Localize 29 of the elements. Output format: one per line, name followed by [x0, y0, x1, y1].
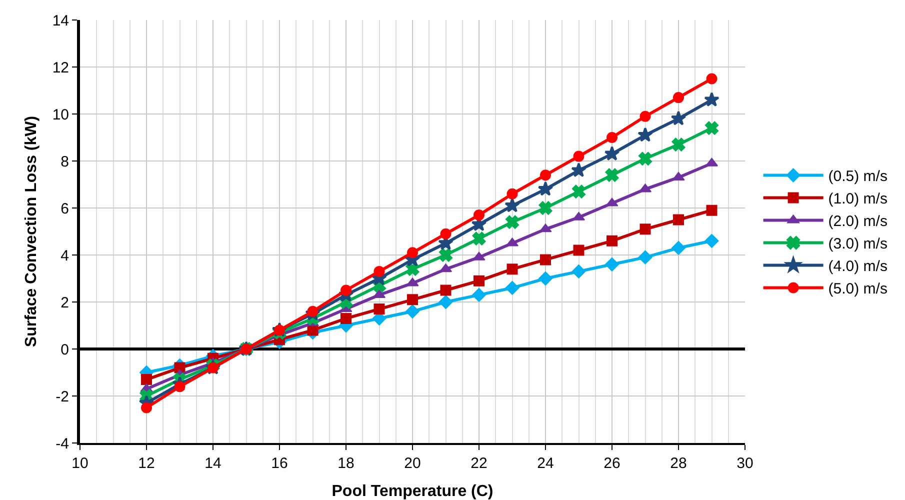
x-tick-label: 10 [72, 455, 88, 472]
x-tick-label: 28 [670, 455, 687, 472]
legend-label: (2.0) m/s [828, 213, 888, 230]
x-tick-label: 12 [138, 455, 155, 472]
y-tick-label: 10 [52, 106, 69, 124]
y-tick-label: 14 [52, 12, 69, 30]
y-tick-label: -4 [56, 435, 69, 452]
y-tick-label: 2 [60, 294, 69, 312]
legend-label: (1.0) m/s [828, 190, 888, 208]
x-tick-label: 20 [404, 455, 421, 472]
x-axis-title: Pool Temperature (C) [332, 483, 494, 500]
y-tick-label: 4 [60, 247, 69, 264]
x-tick-label: 26 [604, 455, 620, 472]
y-tick-label: 6 [60, 200, 69, 218]
x-tick-label: 30 [736, 455, 754, 472]
legend-label: (0.5) m/s [828, 168, 888, 186]
y-tick-label: 12 [52, 59, 69, 76]
y-tick-label: 0 [60, 341, 69, 358]
x-tick-label: 18 [338, 455, 354, 472]
y-tick-label: -2 [56, 388, 69, 406]
y-axis-title: Surface Convection Loss (kW) [23, 116, 40, 348]
x-tick-label: 24 [537, 455, 554, 472]
x-tick-label: 16 [271, 455, 288, 472]
y-tick-label: 8 [60, 153, 69, 170]
x-tick-label: 22 [470, 455, 488, 472]
legend-label: (4.0) m/s [828, 258, 888, 276]
x-tick-label: 14 [204, 455, 222, 472]
legend-label: (5.0) m/s [828, 280, 888, 298]
legend-label: (3.0) m/s [828, 236, 888, 253]
